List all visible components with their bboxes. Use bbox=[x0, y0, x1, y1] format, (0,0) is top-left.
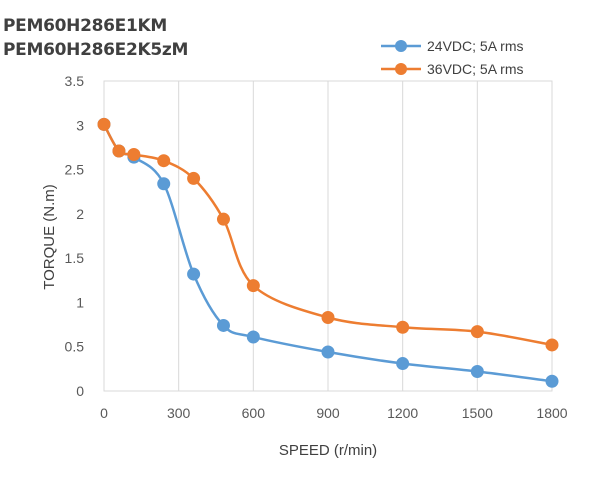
data-point bbox=[545, 338, 559, 352]
x-tick-label: 600 bbox=[242, 405, 266, 421]
y-tick-label: 2.5 bbox=[65, 162, 85, 178]
series-layer bbox=[97, 117, 559, 388]
legend-item: 24VDC; 5A rms bbox=[381, 38, 523, 54]
data-point bbox=[127, 148, 141, 162]
y-tick-label: 0.5 bbox=[65, 339, 85, 355]
legend-label: 36VDC; 5A rms bbox=[427, 61, 523, 77]
x-tick-label: 1200 bbox=[387, 405, 418, 421]
x-tick-label: 900 bbox=[316, 405, 340, 421]
y-tick-label: 2 bbox=[76, 206, 84, 222]
x-tick-label: 300 bbox=[167, 405, 191, 421]
data-point bbox=[470, 325, 484, 339]
data-point bbox=[187, 267, 201, 281]
data-point bbox=[321, 310, 335, 324]
chart-title-line-2: PEM60H286E2K5zM bbox=[3, 40, 189, 60]
legend-item: 36VDC; 5A rms bbox=[381, 61, 523, 77]
x-tick-label: 1500 bbox=[462, 405, 493, 421]
y-axis-title: TORQUE (N.m) bbox=[41, 184, 58, 290]
data-point bbox=[216, 318, 230, 332]
data-point bbox=[396, 320, 410, 334]
data-point bbox=[321, 345, 335, 359]
grid-layer bbox=[103, 80, 553, 392]
axis-layer: 0 300 600 900 1200 1500 1800 0 0.5 1 1.5 2 2.5 3 3.5 bbox=[65, 73, 568, 421]
data-point bbox=[112, 144, 126, 158]
y-tick-label: 1 bbox=[76, 294, 84, 310]
data-point bbox=[97, 117, 111, 131]
data-point bbox=[216, 212, 230, 226]
y-tick-label: 1.5 bbox=[65, 250, 85, 266]
data-point bbox=[470, 365, 484, 379]
x-tick-label: 0 bbox=[100, 405, 108, 421]
data-point bbox=[545, 374, 559, 388]
y-tick-label: 3 bbox=[76, 117, 84, 133]
series-2 bbox=[97, 117, 559, 352]
x-axis-title: SPEED (r/min) bbox=[279, 442, 377, 459]
data-point bbox=[246, 330, 260, 344]
data-point bbox=[157, 177, 171, 191]
y-tick-label: 0 bbox=[76, 383, 84, 399]
data-point bbox=[396, 357, 410, 371]
x-tick-label: 1800 bbox=[536, 405, 567, 421]
legend: 24VDC; 5A rms 36VDC; 5A rms bbox=[381, 38, 523, 77]
chart-title: PEM60H286E1KM PEM60H286E2K5zM bbox=[3, 14, 188, 62]
data-point bbox=[187, 171, 201, 185]
legend-marker bbox=[395, 40, 407, 52]
legend-label: 24VDC; 5A rms bbox=[427, 38, 523, 54]
data-point bbox=[246, 279, 260, 293]
legend-marker bbox=[395, 63, 407, 75]
y-tick-label: 3.5 bbox=[65, 73, 85, 89]
data-point bbox=[157, 154, 171, 168]
chart-title-line-1: PEM60H286E1KM bbox=[3, 16, 167, 36]
